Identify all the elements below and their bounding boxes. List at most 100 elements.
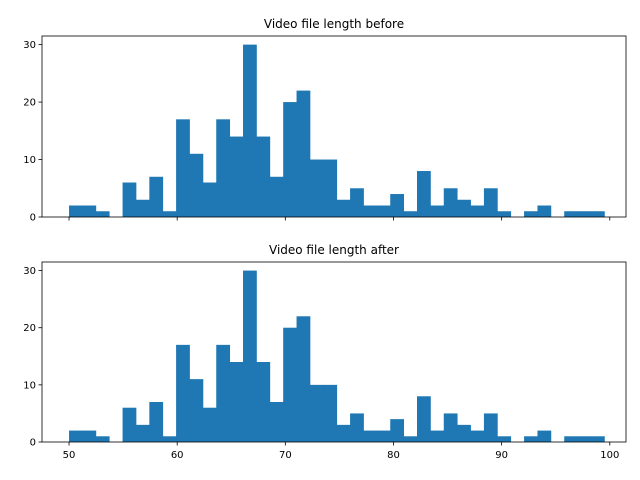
histogram-bar bbox=[269, 402, 284, 442]
histogram-bar bbox=[577, 211, 592, 217]
histogram-bar bbox=[403, 436, 418, 442]
y-tick-label: 30 bbox=[23, 266, 36, 277]
histogram-bar bbox=[537, 205, 552, 217]
histogram-bar bbox=[590, 436, 605, 442]
histogram-bar bbox=[376, 205, 391, 217]
histogram-bar bbox=[483, 413, 498, 442]
histogram-bar bbox=[564, 436, 578, 442]
x-axis-before bbox=[68, 217, 611, 221]
histogram-bar bbox=[243, 270, 257, 442]
plot-frame-after bbox=[41, 261, 627, 443]
histogram-bar bbox=[430, 430, 445, 442]
histogram-bar bbox=[443, 188, 458, 217]
x-tick-label: 100 bbox=[600, 450, 619, 461]
histogram-bar bbox=[390, 419, 405, 442]
histogram-bar bbox=[443, 413, 458, 442]
histogram-bar bbox=[470, 205, 485, 217]
histogram-bar bbox=[189, 379, 204, 442]
histogram-bar bbox=[122, 407, 137, 442]
histogram-bar bbox=[430, 205, 445, 217]
histogram-bar bbox=[590, 211, 605, 217]
histogram-bar bbox=[537, 430, 552, 442]
chart-title-after: Video file length after bbox=[269, 243, 399, 257]
plot-frame-before bbox=[41, 35, 627, 218]
histogram-bar bbox=[470, 430, 485, 442]
histogram-bar bbox=[95, 211, 110, 217]
histogram-bar bbox=[202, 407, 217, 442]
histogram-bar bbox=[417, 396, 431, 442]
y-tick-label: 20 bbox=[23, 323, 36, 334]
x-tick-label: 50 bbox=[63, 450, 76, 461]
histogram-bar bbox=[390, 194, 405, 217]
histogram-bar bbox=[82, 430, 97, 442]
histogram-bar bbox=[135, 199, 150, 217]
histogram-bar bbox=[149, 402, 164, 442]
histogram-bar bbox=[135, 424, 150, 442]
x-tick-label: 60 bbox=[171, 450, 184, 461]
histogram-bar bbox=[162, 436, 177, 442]
histogram-before: Video file length before 0 10 20 30 bbox=[23, 17, 627, 224]
histogram-after: Video file length after 0 10 20 30 50 60 70 80… bbox=[23, 243, 627, 461]
bars-after bbox=[69, 270, 605, 442]
x-tick-label: 80 bbox=[387, 450, 400, 461]
bars-before bbox=[69, 44, 605, 218]
histogram-bar bbox=[323, 384, 338, 442]
x-axis-after: 50 60 70 80 90 100 bbox=[63, 442, 619, 461]
histogram-bar bbox=[524, 211, 538, 217]
histogram-bar bbox=[497, 436, 512, 442]
y-axis-before: 0 10 20 30 bbox=[23, 40, 42, 224]
histogram-bar bbox=[363, 430, 378, 442]
histogram-bar bbox=[216, 119, 231, 217]
histogram-bar bbox=[497, 211, 512, 217]
y-axis-after: 0 10 20 30 bbox=[23, 266, 42, 449]
histogram-bar bbox=[243, 44, 257, 218]
y-tick-label: 10 bbox=[23, 380, 36, 391]
x-tick-label: 70 bbox=[279, 450, 292, 461]
histogram-bar bbox=[336, 199, 351, 217]
histogram-bar bbox=[483, 188, 498, 217]
chart-title-before: Video file length before bbox=[264, 17, 404, 31]
histogram-bar bbox=[269, 176, 284, 217]
histogram-bar bbox=[376, 430, 391, 442]
histogram-bar bbox=[296, 316, 311, 442]
histogram-bar bbox=[363, 205, 378, 217]
histogram-bar bbox=[564, 211, 578, 217]
histogram-bar bbox=[524, 436, 538, 442]
histogram-bar bbox=[82, 205, 97, 217]
histogram-bar bbox=[122, 182, 137, 217]
histogram-bar bbox=[309, 384, 324, 442]
histogram-bar bbox=[457, 199, 471, 217]
histogram-bar bbox=[176, 344, 190, 442]
histogram-bar bbox=[296, 90, 311, 217]
histogram-bar bbox=[403, 211, 418, 217]
histogram-bar bbox=[283, 327, 297, 442]
histogram-bar bbox=[350, 188, 364, 217]
histogram-bar bbox=[216, 344, 231, 442]
histogram-bar bbox=[149, 176, 164, 217]
histogram-bar bbox=[256, 136, 271, 217]
histogram-bar bbox=[577, 436, 592, 442]
histogram-bar bbox=[229, 362, 244, 442]
histogram-bar bbox=[95, 436, 110, 442]
histogram-bar bbox=[69, 205, 83, 217]
histogram-bar bbox=[336, 424, 351, 442]
y-tick-label: 10 bbox=[23, 155, 36, 166]
y-tick-label: 0 bbox=[30, 213, 36, 224]
histogram-bar bbox=[309, 159, 324, 217]
histogram-bar bbox=[189, 153, 204, 217]
histogram-bar bbox=[69, 430, 83, 442]
y-tick-label: 30 bbox=[23, 40, 36, 51]
histogram-bar bbox=[162, 211, 177, 217]
histogram-bar bbox=[283, 102, 297, 217]
y-tick-label: 20 bbox=[23, 98, 36, 109]
histogram-bar bbox=[457, 424, 471, 442]
histogram-bar bbox=[323, 159, 338, 217]
x-tick-label: 90 bbox=[495, 450, 508, 461]
histogram-bar bbox=[202, 182, 217, 217]
histogram-bar bbox=[176, 119, 190, 217]
histogram-bar bbox=[417, 171, 431, 217]
histogram-bar bbox=[350, 413, 364, 442]
histogram-bar bbox=[229, 136, 244, 217]
histogram-bar bbox=[256, 362, 271, 442]
